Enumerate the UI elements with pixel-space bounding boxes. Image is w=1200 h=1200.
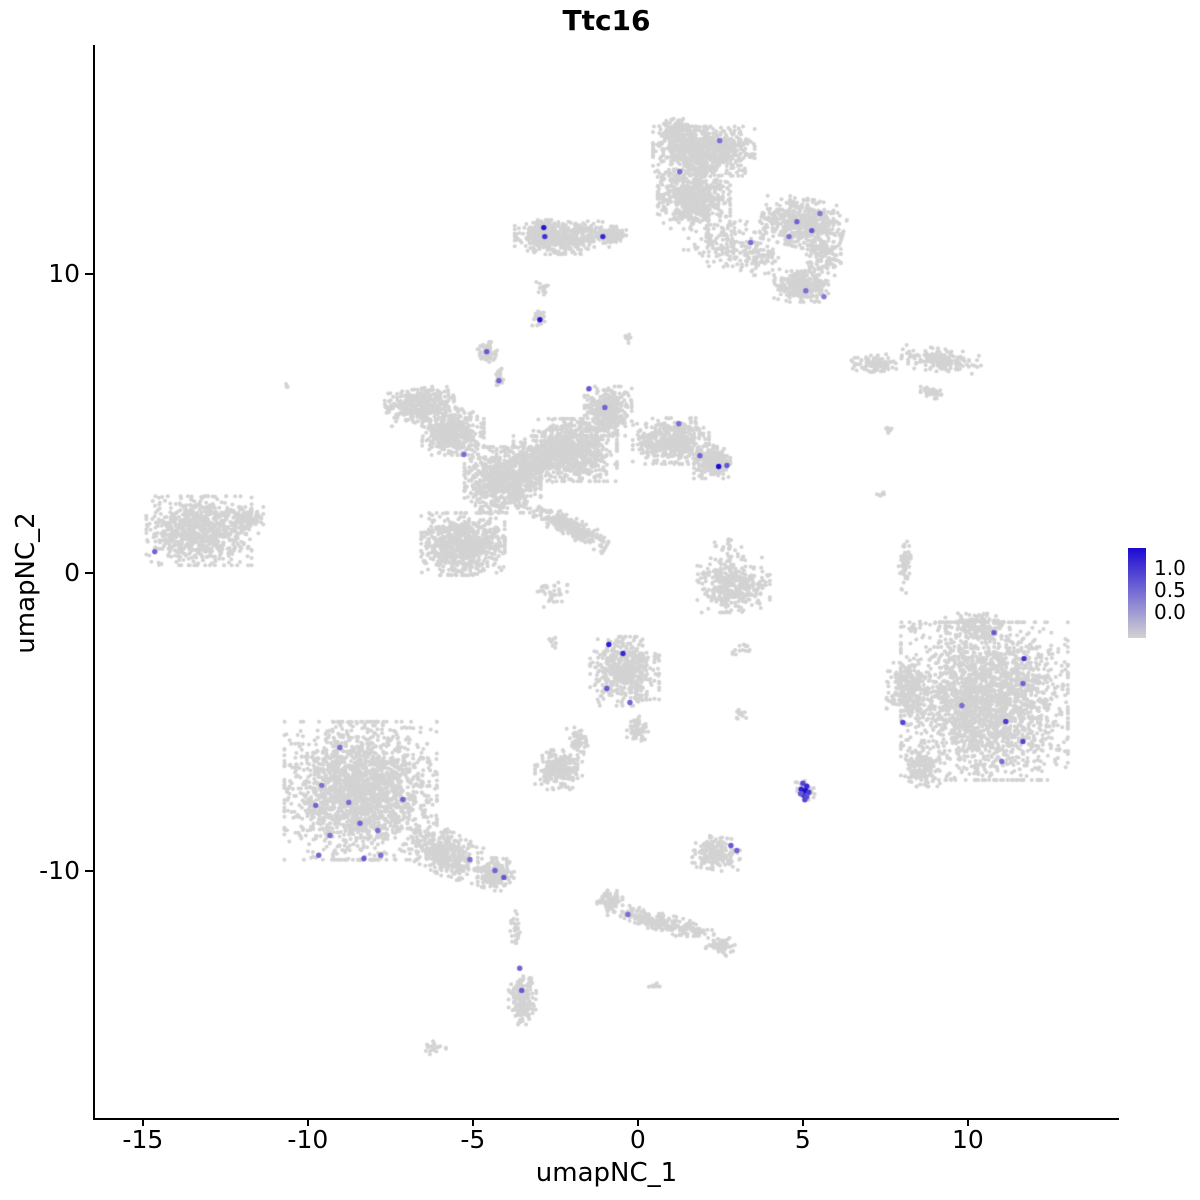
y-tick-mark: [85, 870, 93, 873]
y-tick-mark: [85, 571, 93, 574]
y-tick-label: 10: [48, 258, 80, 288]
x-tick-mark: [966, 1118, 969, 1126]
y-tick-label: -10: [39, 856, 80, 886]
x-tick-mark: [636, 1118, 639, 1126]
legend-tick-label-mid: 0.5: [1154, 578, 1186, 602]
legend-gradient-bar: [1128, 548, 1146, 638]
axis-frame: [93, 45, 1119, 1120]
y-tick-label: 0: [64, 557, 80, 587]
x-tick-label: -15: [122, 1125, 164, 1154]
x-tick-mark: [801, 1118, 804, 1126]
x-tick-mark: [471, 1118, 474, 1126]
x-tick-label: 0: [629, 1125, 646, 1154]
x-tick-mark: [306, 1118, 309, 1126]
y-tick-mark: [85, 272, 93, 275]
x-tick-label: 5: [794, 1125, 811, 1154]
umap-scatter-canvas: [95, 45, 1118, 1118]
plot-title: Ttc16: [562, 4, 651, 37]
x-tick-label: -10: [287, 1125, 329, 1154]
legend: 1.0 0.5 0.0: [1126, 545, 1200, 645]
legend-tick-label-high: 1.0: [1154, 556, 1186, 580]
x-tick-label: -5: [460, 1125, 486, 1154]
x-tick-label: 10: [951, 1125, 984, 1154]
x-axis-label: umapNC_1: [535, 1158, 678, 1188]
x-tick-mark: [141, 1118, 144, 1126]
legend-tick-label-low: 0.0: [1154, 600, 1186, 624]
